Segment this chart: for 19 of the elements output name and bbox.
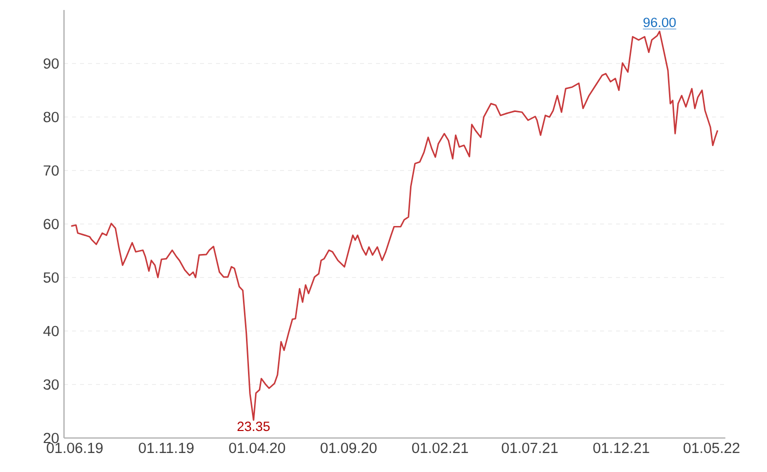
x-tick-label: 01.06.19 <box>46 442 103 454</box>
y-tick-label: 80 <box>44 112 59 122</box>
x-tick-label: 01.11.19 <box>138 442 194 454</box>
y-tick-label: 90 <box>44 58 59 69</box>
x-tick-label: 01.07.21 <box>502 442 558 454</box>
x-tick-label: 01.02.21 <box>412 442 468 454</box>
y-tick-label: 70 <box>44 165 59 176</box>
y-tick-label: 60 <box>44 218 59 230</box>
x-tick-label: 01.04.20 <box>229 442 286 454</box>
x-tick-label: 01.12.21 <box>593 442 650 454</box>
annotation: 96.00 <box>644 18 676 28</box>
y-tick-label: 40 <box>43 326 59 336</box>
y-tick-label: 20 <box>44 432 59 444</box>
x-tick-label: 01.09.20 <box>320 442 377 454</box>
x-tick-label: 01.05.22 <box>684 442 740 454</box>
line-series <box>70 30 718 421</box>
y-tick-label: 50 <box>44 272 59 283</box>
annotation: 23.35 <box>238 422 270 432</box>
y-tick-label: 30 <box>44 379 59 390</box>
